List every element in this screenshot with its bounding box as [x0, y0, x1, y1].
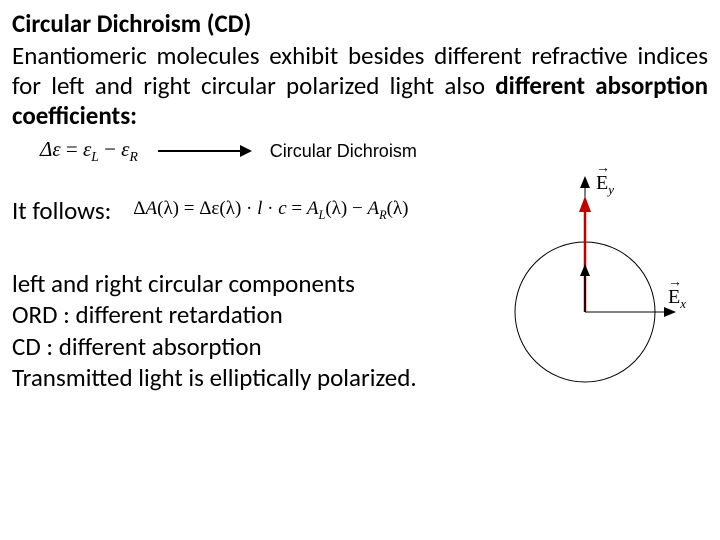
eq1-lhs: Δε: [40, 137, 61, 161]
delta-epsilon-equation: Δε = εL − εR: [12, 137, 138, 165]
intro-paragraph: Enantiomeric molecules exhibit besides d…: [12, 41, 708, 131]
eq2-p10: A: [367, 198, 379, 219]
eq2-p8: A: [307, 198, 319, 219]
cd-label: Circular Dichroism: [270, 141, 417, 162]
follows-label: It follows:: [12, 195, 111, 226]
eq1-t1s: L: [91, 149, 99, 164]
eq1-t2s: R: [129, 149, 137, 164]
eq2-p7: =: [287, 198, 307, 219]
page-title: Circular Dichroism (CD): [12, 8, 708, 39]
ey-sub: y: [608, 182, 614, 197]
eq2-p2: A: [146, 198, 158, 219]
eq2-p11: (λ): [387, 198, 409, 219]
eq1-minus: −: [99, 137, 121, 161]
eq2-p6: c: [278, 198, 286, 219]
eq1-t1: ε: [83, 137, 91, 161]
ex-sub: x: [680, 296, 686, 311]
eq2-p1: Δ: [133, 198, 145, 219]
eq2-p5: ·: [262, 198, 278, 219]
ex-label: Ex: [668, 286, 686, 312]
polarization-diagram: Ey Ex: [490, 172, 700, 392]
ey-sym: E: [596, 172, 608, 194]
absorbance-equation: ΔA(λ) = Δε(λ) · l · c = AL(λ) − AR(λ): [133, 198, 408, 223]
eq2-p10s: R: [379, 208, 387, 222]
eq2-p3: (λ) = Δε(λ) ·: [157, 198, 257, 219]
eq1-eq: =: [61, 137, 83, 161]
ex-sym: E: [668, 286, 680, 308]
eq2-p9: (λ) −: [325, 198, 367, 219]
ey-label: Ey: [596, 172, 614, 198]
arrow-icon: [156, 142, 252, 160]
